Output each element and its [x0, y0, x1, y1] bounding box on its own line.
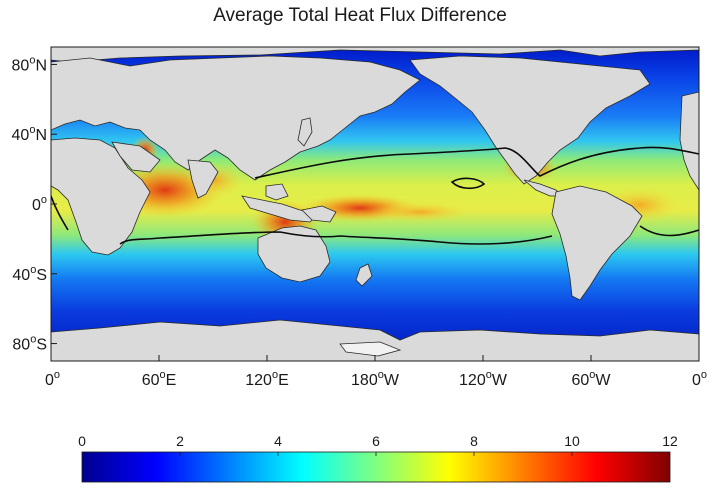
lat-tick-label: 40oN	[12, 124, 47, 144]
borneo-land	[265, 183, 289, 201]
africa-land	[51, 137, 151, 256]
ross-shelf	[339, 341, 402, 357]
colorbar-tick-label: 0	[78, 433, 86, 449]
europe-east-edge	[679, 91, 699, 191]
colorbar-ticks: 0 2 4 6 8 10 12	[78, 433, 678, 456]
japan-land	[297, 117, 313, 147]
lon-tick-label: 120oW	[459, 369, 508, 389]
lat-tick-label: 0o	[32, 194, 47, 214]
india-land	[187, 159, 219, 199]
colorbar-tick-label: 6	[372, 433, 380, 449]
lon-tick-label: 180oW	[351, 369, 400, 389]
lon-tick-label: 0o	[45, 369, 60, 389]
colorbar-tick-label: 8	[470, 433, 478, 449]
lon-tick-label: 60oE	[142, 369, 177, 389]
land-masses	[51, 47, 699, 361]
lat-tick-label: 40oS	[12, 264, 47, 284]
lat-tick-label: 80oN	[12, 54, 47, 74]
lon-axis: 0o 60oE 120oE 180oW 120oW 60oW 0o	[45, 355, 707, 389]
colorbar-tick-label: 2	[176, 433, 184, 449]
lon-tick-label: 60oW	[571, 369, 611, 389]
lat-tick-label: 80oS	[12, 334, 47, 354]
contour-main	[119, 146, 699, 245]
contour-indian-coast	[51, 195, 69, 231]
south-america-land	[551, 185, 643, 301]
north-america-land	[409, 55, 651, 185]
australia-land	[257, 225, 331, 283]
lon-tick-label: 120oE	[245, 369, 289, 389]
contour-loop-pacific	[450, 177, 486, 190]
new-zealand-land	[355, 263, 373, 287]
contour-lines	[51, 146, 699, 245]
antarctica-land	[51, 319, 699, 361]
eurasia-land	[51, 55, 421, 181]
arabia-land	[111, 141, 161, 173]
colorbar-tick-label: 12	[662, 433, 678, 449]
colorbar-tick-label: 4	[274, 433, 282, 449]
map-title: Average Total Heat Flux Difference	[213, 5, 507, 26]
lon-tick-label: 0o	[692, 369, 707, 389]
colorbar-tick-label: 10	[564, 433, 580, 449]
lat-axis: 80oN 40oN 0o 40oS 80oS	[12, 54, 57, 354]
new-guinea-land	[301, 205, 337, 223]
colorbar	[81, 451, 671, 483]
